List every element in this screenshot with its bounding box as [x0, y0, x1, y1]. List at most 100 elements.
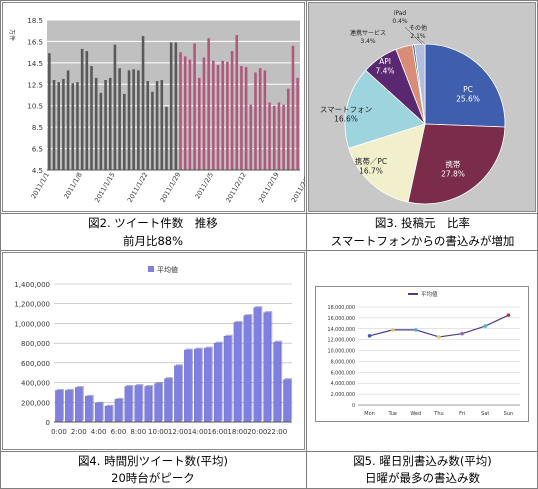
fig5-y-tick-label: 10,000,000: [328, 349, 355, 355]
fig4-x-tick-label: 18:00: [227, 428, 247, 436]
fig3-slice-percent: 16.7%: [359, 167, 383, 176]
fig4-x-tick-label: 12:00: [168, 428, 188, 436]
fig5-y-tick-label: 6,000,000: [331, 370, 355, 376]
fig3-slice-label: 携帯／PC: [355, 156, 387, 166]
fig4-legend-label: 平均値: [157, 265, 178, 274]
fig4-x-tick-label: 4:00: [91, 428, 107, 436]
fig2-y-tick-label: 16.5: [27, 38, 43, 46]
fig4-bar: [233, 322, 242, 423]
fig2-bar-jan: [85, 51, 89, 171]
fig3-slice-percent: 2.1%: [410, 33, 426, 40]
fig4-y-tick-label: 1,200,000: [14, 301, 50, 309]
fig3-slice: [344, 69, 426, 149]
fig4-bar: [223, 336, 232, 423]
fig3-slice-label: 携帯: [446, 159, 461, 169]
fig4-caption-title: 図4. 時間別ツイート数(平均): [77, 454, 229, 468]
fig5-chart: 平均値 0 2,000,000 4,000,000 6,000,000 8,000,000…: [315, 286, 529, 422]
fig4-bar: [253, 307, 262, 423]
fig2-bar-jan: [174, 42, 178, 170]
fig2-bar-jan: [123, 93, 126, 170]
fig5-x-tick-label: Fri: [459, 411, 465, 417]
table-border-top: [0, 0, 538, 1]
fig2-y-tick-label: 6.5: [32, 146, 43, 154]
fig4-bar: [213, 342, 222, 423]
fig2-bar-feb: [179, 52, 182, 171]
fig3-caption-title: 図3. 投稿元 比率: [374, 216, 471, 230]
fig4-x-tick-label: 6:00: [111, 428, 127, 436]
fig2-bar-jan: [132, 69, 135, 170]
fig4-bar: [65, 390, 73, 423]
fig5-caption-sub: 日曜が最多の書込み数: [365, 471, 480, 485]
fig4-y-tick-label: 600,000: [21, 360, 50, 368]
fig2-y-tick-label: 4.5: [32, 167, 43, 175]
fig2-bar-feb: [188, 59, 192, 171]
fig4-bar: [263, 312, 271, 423]
fig5-y-tick-label: 16,000,000: [328, 316, 355, 322]
fig2-bar-jan: [76, 82, 79, 170]
fig4-bar: [55, 390, 63, 423]
fig2-bar-jan: [104, 80, 107, 170]
fig5-y-tick-label: 12,000,000: [328, 338, 355, 344]
fig4-y-tick-label: 800,000: [21, 340, 50, 348]
fig2-bar-jan: [62, 78, 65, 170]
fig2-bar-jan: [137, 70, 140, 170]
fig2-bar-jan: [48, 53, 51, 170]
fig2-bar-jan: [52, 80, 56, 170]
fig3-slice: [424, 43, 506, 128]
fig5-caption-title: 図5. 曜日別書込み数(平均): [353, 454, 492, 468]
fig2-bar-feb: [249, 104, 253, 170]
fig4-y-tick-label: 1,400,000: [14, 281, 50, 289]
fig2-bar-jan: [127, 70, 131, 170]
fig4-bar: [194, 348, 202, 423]
fig2-bar-jan: [80, 48, 84, 170]
fig2-y-tick-label: 12.5: [27, 81, 43, 89]
fig3-slice-label: その他: [409, 24, 427, 32]
fig4-x-tick-label: 20:00: [247, 428, 267, 436]
fig4-y-tick-label: 400,000: [21, 380, 50, 388]
fig2-bar-feb: [286, 88, 290, 170]
fig5-legend-swatch: [408, 293, 418, 295]
table-border-mid-1: [0, 213, 538, 214]
fig2-bar-feb: [193, 43, 196, 171]
fig5-panel: 平均値 0 2,000,000 4,000,000 6,000,000 8,000,000…: [308, 252, 536, 450]
fig3-slice-label: スマートフォン: [320, 105, 372, 114]
fig3-slice-label: 連携サービス: [350, 29, 386, 37]
fig3-slice-label: API: [379, 57, 391, 66]
fig2-bar-feb: [212, 60, 215, 170]
fig5-point: [367, 334, 372, 338]
fig5-x-tick-label: Sat: [481, 411, 489, 417]
table-border-mid-2: [0, 250, 538, 251]
fig4-bar: [273, 341, 281, 423]
fig2-bar-feb: [221, 60, 224, 170]
fig4-bar: [114, 399, 123, 423]
fig2-bar-jan: [155, 81, 159, 170]
table-border-center: [306, 0, 307, 489]
fig2-bar-feb: [254, 72, 257, 170]
fig5-x-tick-label: Mon: [364, 411, 375, 417]
fig3-slice-percent: 16.6%: [334, 115, 358, 124]
fig3-caption-sub: スマートフォンからの書込みが増加: [330, 234, 515, 248]
fig5-x-tick-label: Sun: [504, 411, 514, 417]
fig2-bar-feb: [282, 104, 285, 170]
fig4-y-tick-label: 200,000: [21, 399, 50, 407]
fig4-bar: [203, 347, 212, 423]
fig5-point: [506, 313, 511, 317]
fig2-bar-jan: [169, 42, 173, 170]
fig2-bar-jan: [146, 81, 150, 170]
fig2-bar-feb: [216, 65, 220, 170]
fig2-bar-jan: [151, 91, 154, 170]
fig2-bar-feb: [183, 56, 187, 170]
fig2-bar-feb: [197, 77, 201, 170]
fig2-bar-feb: [230, 51, 234, 171]
fig2-bar-jan: [57, 82, 61, 170]
fig2-bar-jan: [90, 66, 93, 170]
fig3-slice: [348, 123, 426, 203]
fig2-bar-feb: [244, 67, 248, 170]
fig2-bar-feb: [272, 105, 276, 170]
table-border-mid-3: [0, 451, 538, 452]
fig4-y-tick-label: 0: [46, 419, 50, 427]
fig2-bar-feb: [240, 66, 243, 170]
fig4-bar: [84, 396, 93, 423]
fig2-bar-jan: [160, 80, 164, 170]
fig5-y-tick-label: 4,000,000: [331, 381, 355, 387]
